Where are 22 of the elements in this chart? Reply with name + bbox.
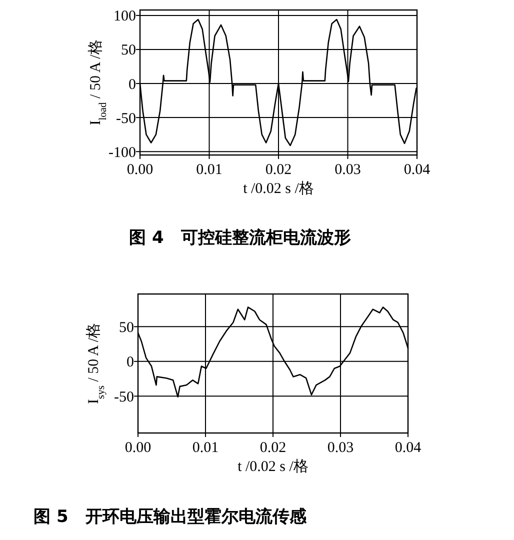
x-tick-label: 0.04 [404,162,431,178]
y-tick-label: 100 [114,8,136,25]
x-tick-label: 0.04 [394,440,422,456]
y-tick-label: 0 [128,76,136,93]
y-tick-label: -50 [114,389,134,406]
caption: 图 4 可控硅整流柜电流波形 [129,228,351,248]
y-tick-label: 50 [119,320,134,336]
y-tick-label: 0 [126,354,134,371]
y-tick-label: 50 [121,42,136,59]
x-tick-label: 0.00 [124,440,152,456]
y-tick-label: -50 [116,110,136,127]
x-axis-title: t /0.02 s /格 [243,180,314,197]
x-tick-label: 0.01 [192,440,219,456]
caption: 图 5 开环电压输出型霍尔电流传感 [34,507,308,527]
x-tick-label: 0.01 [196,162,222,178]
x-axis-title: t /0.02 s /格 [238,458,308,475]
x-tick-label: 0.02 [265,162,292,178]
x-tick-label: 0.02 [260,440,286,456]
y-tick-label: -100 [108,144,136,161]
x-tick-label: 0.00 [126,162,154,178]
x-tick-label: 0.03 [327,440,354,456]
x-tick-label: 0.03 [334,162,361,178]
